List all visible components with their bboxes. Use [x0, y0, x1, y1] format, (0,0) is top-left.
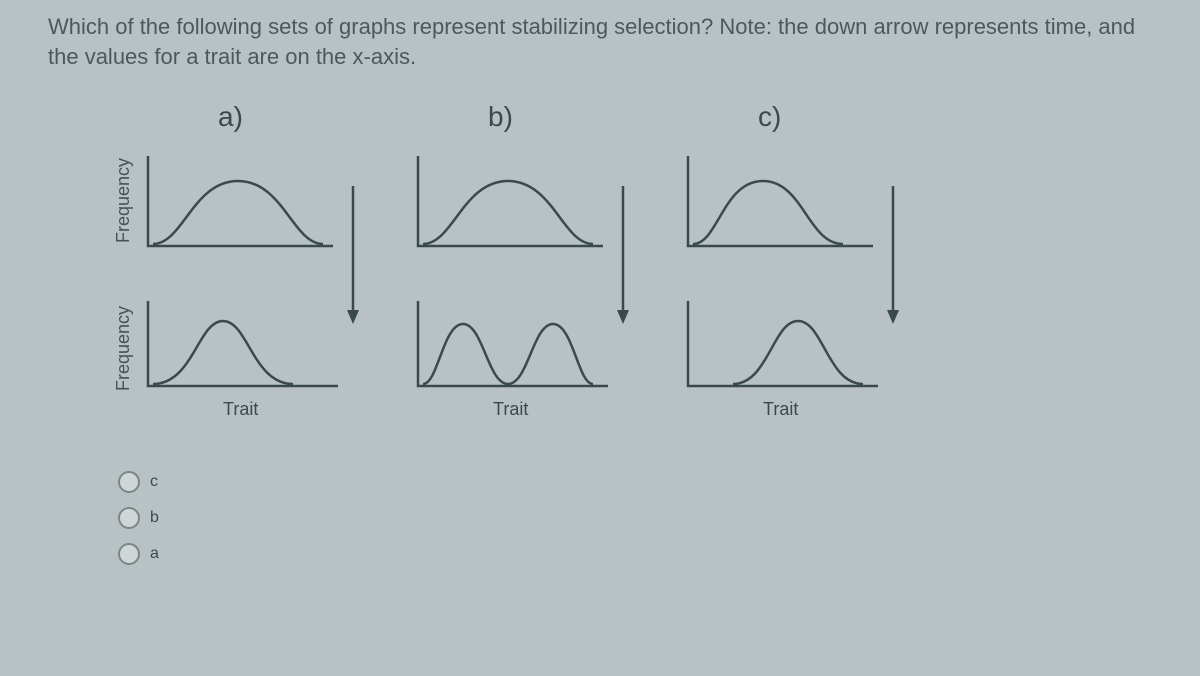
radio-circle-icon	[118, 471, 140, 493]
arrow-a	[338, 176, 368, 331]
graph-b-bottom	[408, 296, 608, 396]
radio-label: a	[150, 545, 159, 563]
graph-b-top	[408, 151, 608, 261]
radio-option-b[interactable]: b	[118, 507, 1152, 529]
radio-label: c	[150, 473, 158, 491]
option-c-label: c)	[758, 101, 781, 133]
arrow-c	[878, 176, 908, 331]
radio-circle-icon	[118, 507, 140, 529]
option-b-label: b)	[488, 101, 513, 133]
graph-c-bottom	[678, 296, 878, 396]
question-text: Which of the following sets of graphs re…	[48, 12, 1152, 71]
graphs-figure: a) b) c) Frequency Frequency Trait Trait…	[108, 101, 908, 431]
radio-circle-icon	[118, 543, 140, 565]
option-a-label: a)	[218, 101, 243, 133]
radio-option-c[interactable]: c	[118, 471, 1152, 493]
trait-b-label: Trait	[493, 399, 528, 420]
graph-a-top	[138, 151, 338, 261]
answer-radio-group: c b a	[118, 471, 1152, 565]
y-axis-bottom-label: Frequency	[113, 306, 134, 391]
radio-option-a[interactable]: a	[118, 543, 1152, 565]
graph-c-top	[678, 151, 878, 261]
y-axis-top-label: Frequency	[113, 158, 134, 243]
radio-label: b	[150, 509, 159, 527]
trait-c-label: Trait	[763, 399, 798, 420]
trait-a-label: Trait	[223, 399, 258, 420]
graph-a-bottom	[138, 296, 338, 396]
arrow-b	[608, 176, 638, 331]
